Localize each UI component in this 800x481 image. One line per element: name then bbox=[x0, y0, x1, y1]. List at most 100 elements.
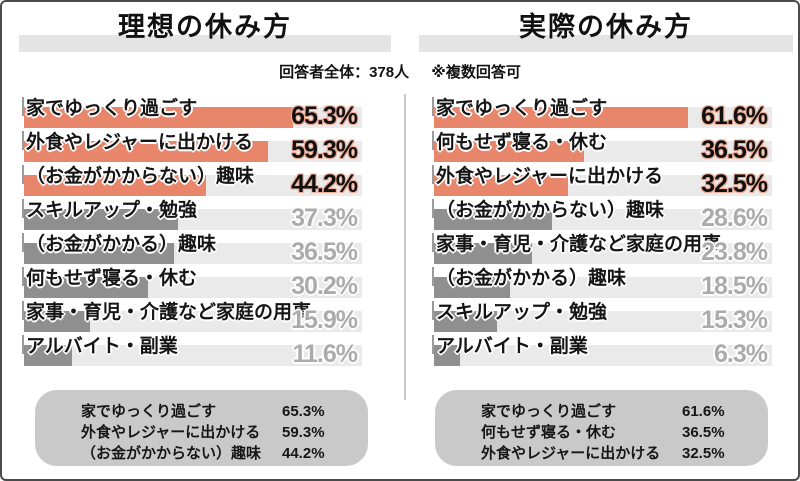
actual-rest-chart: 家でゆっくり過ごす 61.6% 何もせず寝る・休む 36.5% 外食やレジャーに… bbox=[432, 96, 772, 368]
bar-track bbox=[24, 243, 362, 264]
bar-fill bbox=[434, 311, 498, 332]
bar-fill bbox=[24, 311, 90, 332]
bar-fill bbox=[24, 345, 72, 366]
bar-row: （お金がかからない）趣味 28.6% bbox=[432, 198, 772, 232]
axis-tick bbox=[432, 267, 434, 286]
summary-label: （お金がかからない）趣味 bbox=[81, 445, 262, 462]
bar-label: スキルアップ・勉強 bbox=[436, 302, 608, 323]
bar-value: 28.6% bbox=[701, 204, 768, 232]
bar-fill bbox=[24, 243, 175, 264]
bar-value: 37.3% bbox=[291, 204, 358, 232]
bar-track bbox=[24, 107, 362, 128]
bar-row: 家事・育児・介護など家庭の用事 15.9% bbox=[22, 300, 362, 334]
summary-label: 家でゆっくり過ごす bbox=[81, 403, 217, 420]
axis-tick bbox=[22, 335, 24, 354]
bar-track bbox=[434, 107, 772, 128]
bar-fill bbox=[434, 277, 511, 298]
summary-value: 32.5% bbox=[682, 445, 725, 462]
bar-value: 36.5% bbox=[291, 238, 358, 266]
bar-fill bbox=[24, 141, 269, 162]
axis-tick bbox=[22, 267, 24, 286]
summary-row: 何もせず寝る・休む 36.5% bbox=[435, 422, 768, 443]
bar-row: アルバイト・副業 6.3% bbox=[432, 334, 772, 368]
axis-tick bbox=[432, 97, 434, 116]
summary-row: （お金がかからない）趣味 44.2% bbox=[35, 443, 368, 464]
bar-row: 外食やレジャーに出かける 59.3% bbox=[22, 130, 362, 164]
summary-row: 家でゆっくり過ごす 61.6% bbox=[435, 401, 768, 422]
bar-label: 外食やレジャーに出かける bbox=[436, 166, 664, 187]
bar-fill bbox=[24, 107, 294, 128]
axis-tick bbox=[22, 131, 24, 150]
axis-tick bbox=[22, 97, 24, 116]
bar-track bbox=[24, 175, 362, 196]
bar-track bbox=[434, 277, 772, 298]
bar-row: 何もせず寝る・休む 30.2% bbox=[22, 266, 362, 300]
bar-label: 家事・育児・介護など家庭の用事 bbox=[436, 234, 722, 255]
bar-value: 15.9% bbox=[291, 306, 358, 334]
left-chart-title: 理想の休み方 bbox=[118, 12, 292, 42]
bar-row: （お金がかからない）趣味 44.2% bbox=[22, 164, 362, 198]
bar-fill bbox=[24, 277, 149, 298]
axis-tick bbox=[432, 165, 434, 184]
bar-label: アルバイト・副業 bbox=[436, 336, 588, 357]
bar-row: 外食やレジャーに出かける 32.5% bbox=[432, 164, 772, 198]
bar-value: 11.6% bbox=[292, 340, 358, 368]
bar-track bbox=[24, 311, 362, 332]
bar-value: 36.5% bbox=[701, 136, 768, 164]
subtitle: 回答者全体：378人 ※複数回答可 bbox=[2, 61, 798, 82]
bar-fill bbox=[434, 243, 533, 264]
right-title-block: 実際の休み方 bbox=[416, 7, 796, 55]
summary-label: 外食やレジャーに出かける bbox=[81, 424, 261, 441]
right-title-underline bbox=[419, 35, 793, 52]
axis-tick bbox=[22, 165, 24, 184]
bar-fill bbox=[434, 175, 568, 196]
bar-label: （お金がかかる）趣味 bbox=[26, 234, 217, 255]
bar-track bbox=[434, 345, 772, 366]
bar-label: スキルアップ・勉強 bbox=[26, 200, 198, 221]
bar-track bbox=[434, 175, 772, 196]
bar-label: 家でゆっくり過ごす bbox=[26, 98, 198, 119]
summary-row: 家でゆっくり過ごす 65.3% bbox=[35, 401, 368, 422]
bar-fill bbox=[24, 209, 178, 230]
bar-value: 23.8% bbox=[701, 238, 768, 266]
ideal-rest-chart: 家でゆっくり過ごす 65.3% 外食やレジャーに出かける 59.3% （お金がか… bbox=[22, 96, 362, 368]
summary-value: 59.3% bbox=[282, 424, 325, 441]
bar-value: 15.3% bbox=[701, 306, 768, 334]
bar-value: 6.3% bbox=[714, 340, 768, 368]
bar-row: （お金がかかる）趣味 36.5% bbox=[22, 232, 362, 266]
bar-track bbox=[24, 209, 362, 230]
bar-track bbox=[434, 243, 772, 264]
actual-top3-summary-box: 家でゆっくり過ごす 61.6% 何もせず寝る・休む 36.5% 外食やレジャーに… bbox=[435, 390, 768, 466]
bar-value: 65.3% bbox=[291, 102, 358, 130]
summary-value: 44.2% bbox=[282, 445, 325, 462]
axis-tick bbox=[22, 233, 24, 252]
bar-label: 家事・育児・介護など家庭の用事 bbox=[26, 302, 312, 323]
bar-row: 家でゆっくり過ごす 65.3% bbox=[22, 96, 362, 130]
bar-track bbox=[24, 141, 362, 162]
bar-label: 家でゆっくり過ごす bbox=[436, 98, 608, 119]
bar-row: 何もせず寝る・休む 36.5% bbox=[432, 130, 772, 164]
summary-row: 外食やレジャーに出かける 59.3% bbox=[35, 422, 368, 443]
summary-value: 61.6% bbox=[682, 403, 725, 420]
axis-tick bbox=[432, 335, 434, 354]
bar-fill bbox=[434, 107, 688, 128]
axis-tick bbox=[22, 301, 24, 320]
axis-tick bbox=[432, 199, 434, 218]
bar-row: （お金がかかる）趣味 18.5% bbox=[432, 266, 772, 300]
respondents-count: 回答者全体：378人 bbox=[279, 64, 410, 81]
axis-tick bbox=[22, 199, 24, 218]
bar-row: 家事・育児・介護など家庭の用事 23.8% bbox=[432, 232, 772, 266]
bar-fill bbox=[434, 141, 585, 162]
bar-track bbox=[434, 209, 772, 230]
axis-tick bbox=[432, 131, 434, 150]
bar-row: スキルアップ・勉強 15.3% bbox=[432, 300, 772, 334]
bar-label: （お金がかかる）趣味 bbox=[436, 268, 627, 289]
bar-label: 何もせず寝る・休む bbox=[436, 132, 608, 153]
axis-tick bbox=[432, 233, 434, 252]
bar-track bbox=[24, 345, 362, 366]
summary-label: 外食やレジャーに出かける bbox=[481, 445, 661, 462]
bar-value: 59.3% bbox=[291, 136, 358, 164]
bar-value: 44.2% bbox=[291, 170, 358, 198]
summary-label: 何もせず寝る・休む bbox=[481, 424, 617, 441]
bar-row: スキルアップ・勉強 37.3% bbox=[22, 198, 362, 232]
